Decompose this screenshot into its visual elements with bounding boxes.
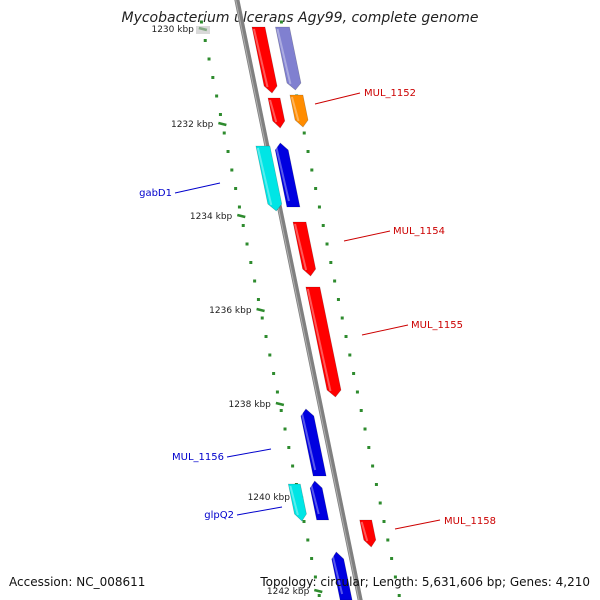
gene-body: [267, 97, 286, 129]
gene-label: MUL_1152: [364, 88, 416, 99]
label-leader: [174, 182, 221, 194]
tick-label: 1230 kbp: [151, 25, 194, 35]
gene-body: [274, 142, 301, 208]
tick-label: 1240 kbp: [248, 493, 291, 503]
gene-body: [300, 408, 327, 477]
gene-red-a: [251, 26, 278, 94]
gene-shade: [360, 521, 369, 542]
map-title: Mycobacterium ulcerans Agy99, complete g…: [121, 10, 479, 26]
gene-blue-bottom: [331, 551, 353, 600]
gene-cyan-a: [255, 145, 283, 212]
major-tick: [313, 588, 323, 594]
gene-shade: [294, 223, 308, 271]
partial-gene: [196, 26, 210, 34]
gene-body: [287, 483, 307, 522]
gene-label: MUL_1155: [411, 320, 463, 331]
gene-gabD1: [274, 142, 301, 208]
gene-body: [255, 145, 283, 212]
tick-label: 1238 kbp: [228, 400, 271, 410]
accession-text: Accession: NC_008611: [9, 575, 146, 589]
gene-shade: [331, 553, 344, 595]
gene-label: MUL_1156: [172, 452, 224, 463]
gene-body: [305, 286, 342, 398]
gene-mul1154: [292, 221, 316, 277]
gene-body: [331, 551, 353, 600]
tick-label: 1242 kbp: [267, 587, 310, 597]
backbone-highlight: [235, 0, 360, 600]
gene-mul1156: [300, 408, 327, 477]
gene-body: [251, 26, 278, 94]
gene-shade: [274, 144, 290, 202]
gene-shade: [252, 28, 269, 88]
gene-lavender: [275, 26, 302, 91]
tick-label: 1234 kbp: [190, 212, 233, 222]
label-leader: [343, 230, 391, 242]
gene-shade: [269, 99, 278, 123]
tick-label: 1232 kbp: [171, 120, 214, 130]
genome-summary-text: Topology: circular; Length: 5,631,606 bp…: [260, 575, 590, 589]
gene-shade: [290, 96, 300, 122]
major-tick: [256, 307, 265, 313]
gene-red-mul1152a: [267, 97, 286, 129]
gene-shade: [289, 485, 299, 516]
gene-shade: [276, 28, 292, 85]
gene-label: gabD1: [139, 188, 172, 199]
gene-glpQ2: [309, 480, 330, 521]
gene-body: [359, 519, 377, 548]
gene-mul1155: [305, 286, 342, 398]
gene-body: [275, 26, 302, 91]
gene-body: [309, 480, 330, 521]
gene-shade: [306, 288, 332, 392]
backbone-line: [234, 0, 363, 600]
gene-body: [289, 94, 309, 128]
gene-orange: [289, 94, 309, 128]
gene-label: glpQ2: [204, 510, 234, 521]
label-leader: [314, 92, 361, 105]
gene-shade: [256, 147, 273, 206]
gene-cyan-glpQ2: [287, 483, 307, 522]
label-leader: [361, 324, 409, 336]
gene-shade: [309, 482, 320, 515]
major-tick: [236, 213, 246, 219]
major-tick: [218, 121, 227, 127]
gene-label: MUL_1154: [393, 226, 445, 237]
gene-shade: [300, 410, 317, 471]
tick-label: 1236 kbp: [209, 306, 252, 316]
major-tick: [275, 401, 285, 407]
label-leader: [236, 506, 283, 516]
label-leader: [394, 519, 441, 530]
gene-body: [292, 221, 316, 277]
gene-label: MUL_1158: [444, 516, 496, 527]
label-leader: [226, 448, 272, 458]
gene-mul1158: [359, 519, 377, 548]
